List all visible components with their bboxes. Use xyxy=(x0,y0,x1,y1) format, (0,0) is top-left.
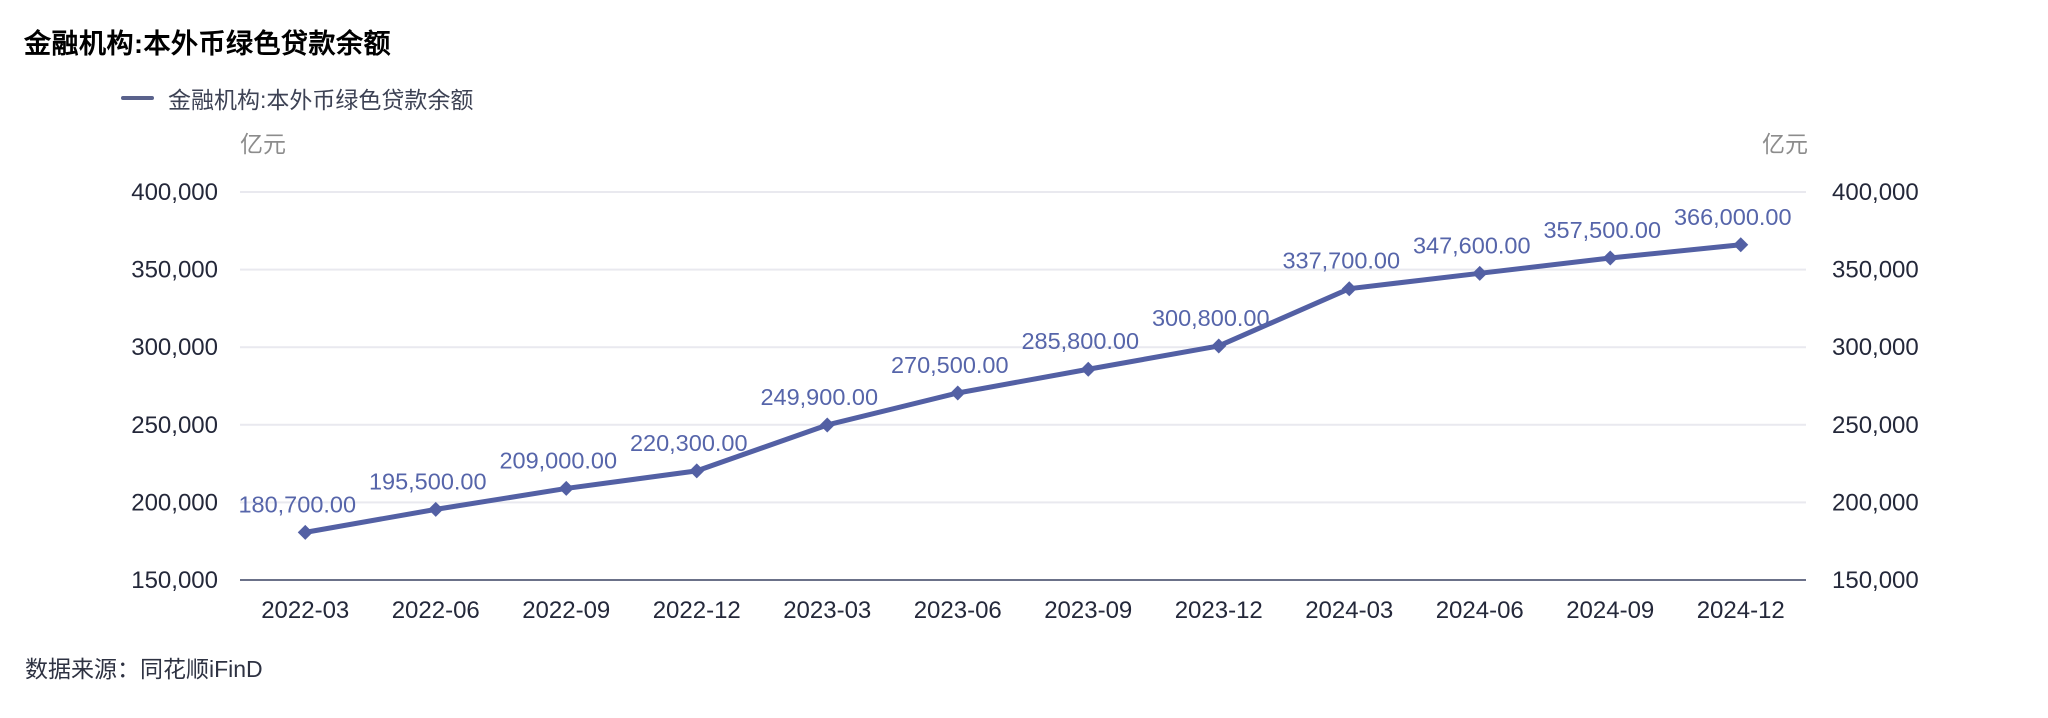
data-point-label: 357,500.00 xyxy=(1543,217,1661,243)
data-point-label: 347,600.00 xyxy=(1413,232,1531,258)
y-tick-label-right: 350,000 xyxy=(1832,257,1919,284)
y-tick-label-right: 300,000 xyxy=(1832,334,1919,361)
x-tick-label: 2023-06 xyxy=(914,597,1002,624)
chart-title: 金融机构:本外币绿色贷款余额 xyxy=(24,29,391,59)
y-tick-label-right: 400,000 xyxy=(1832,179,1919,206)
data-point-label: 270,500.00 xyxy=(891,352,1009,378)
data-point-label: 366,000.00 xyxy=(1674,204,1792,230)
data-point-label: 209,000.00 xyxy=(499,447,617,473)
y-tick-label-right: 200,000 xyxy=(1832,489,1919,516)
x-tick-label: 2024-03 xyxy=(1305,597,1393,624)
data-source: 数据来源：同花顺iFinD xyxy=(25,656,263,682)
unit-label-right: 亿元 xyxy=(1762,131,1808,157)
y-tick-label-right: 150,000 xyxy=(1832,567,1919,594)
x-tick-label: 2024-09 xyxy=(1566,597,1654,624)
data-point-marker xyxy=(1472,265,1488,281)
y-tick-label-left: 200,000 xyxy=(131,489,218,516)
legend-label: 金融机构:本外币绿色贷款余额 xyxy=(168,87,474,113)
data-point-label: 285,800.00 xyxy=(1021,328,1139,354)
legend-line-swatch xyxy=(121,96,154,100)
data-point-marker xyxy=(1211,338,1227,354)
data-point-marker xyxy=(1602,250,1618,266)
data-point-marker xyxy=(297,524,313,540)
x-tick-label: 2022-03 xyxy=(261,597,349,624)
y-tick-label-left: 150,000 xyxy=(131,567,218,594)
y-tick-label-right: 250,000 xyxy=(1832,412,1919,439)
data-point-marker xyxy=(1341,281,1357,297)
unit-label-left: 亿元 xyxy=(240,131,286,157)
legend[interactable]: 金融机构:本外币绿色贷款余额 xyxy=(121,84,474,113)
data-point-label: 337,700.00 xyxy=(1282,248,1400,274)
series-line xyxy=(302,242,1744,535)
y-tick-label-left: 250,000 xyxy=(131,412,218,439)
x-tick-label: 2023-09 xyxy=(1044,597,1132,624)
data-point-label: 195,500.00 xyxy=(369,468,487,494)
y-tick-label-left: 300,000 xyxy=(131,334,218,361)
data-point-label: 180,700.00 xyxy=(238,491,356,517)
x-tick-label: 2023-03 xyxy=(783,597,871,624)
data-point-marker xyxy=(689,463,705,479)
y-tick-label-left: 350,000 xyxy=(131,257,218,284)
x-tick-label: 2022-06 xyxy=(392,597,480,624)
data-point-marker xyxy=(819,417,835,433)
x-tick-label: 2024-06 xyxy=(1436,597,1524,624)
x-tick-label: 2022-09 xyxy=(522,597,610,624)
data-point-label: 300,800.00 xyxy=(1152,305,1270,331)
data-point-marker xyxy=(1733,237,1749,253)
x-tick-label: 2024-12 xyxy=(1697,597,1785,624)
data-point-marker xyxy=(950,385,966,401)
data-point-label: 249,900.00 xyxy=(760,384,878,410)
x-tick-label: 2023-12 xyxy=(1175,597,1263,624)
data-point-marker xyxy=(428,501,444,517)
data-point-marker xyxy=(1080,361,1096,377)
x-tick-label: 2022-12 xyxy=(653,597,741,624)
data-point-marker xyxy=(558,480,574,496)
y-tick-label-left: 400,000 xyxy=(131,179,218,206)
data-point-label: 220,300.00 xyxy=(630,430,748,456)
